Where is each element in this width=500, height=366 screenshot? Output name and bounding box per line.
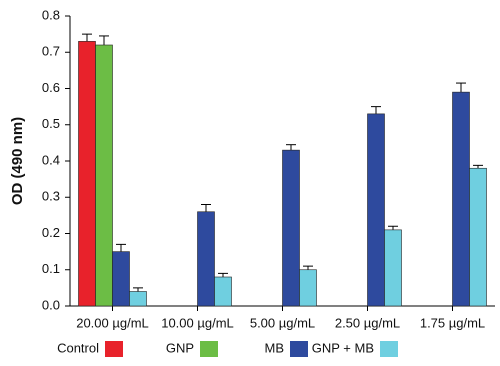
x-tick-label: 5.00 µg/mL [250, 315, 315, 330]
legend-label: MB [265, 340, 285, 355]
legend-label: GNP [166, 340, 194, 355]
bar [452, 91, 470, 307]
legend-label: GNP + MB [312, 340, 374, 355]
bar [197, 211, 215, 307]
y-tick-label: 0.0 [42, 297, 60, 312]
bar [78, 41, 96, 307]
bar [129, 291, 147, 307]
y-tick-label: 0.3 [42, 189, 60, 204]
y-tick-label: 0.4 [42, 152, 60, 167]
bar [112, 251, 130, 307]
bar [469, 167, 487, 307]
legend-swatch [380, 341, 398, 357]
x-tick-label: 2.50 µg/mL [335, 315, 400, 330]
y-tick-label: 0.5 [42, 116, 60, 131]
y-tick-label: 0.1 [42, 261, 60, 276]
bar [282, 149, 300, 307]
bar [384, 229, 402, 307]
x-tick-label: 10.00 µg/mL [161, 315, 234, 330]
legend-label: Control [57, 340, 99, 355]
y-tick-label: 0.6 [42, 80, 60, 95]
y-tick-label: 0.7 [42, 44, 60, 59]
legend-swatch [200, 341, 218, 357]
legend-swatch [105, 341, 123, 357]
x-tick-label: 20.00 µg/mL [76, 315, 149, 330]
y-axis-label: OD (490 nm) [9, 117, 26, 205]
bar [95, 44, 113, 307]
legend-swatch [290, 341, 308, 357]
x-tick-label: 1.75 µg/mL [420, 315, 485, 330]
y-tick-label: 0.8 [42, 7, 60, 22]
bar [367, 113, 385, 307]
bar [299, 269, 317, 307]
bar [214, 276, 232, 307]
y-tick-label: 0.2 [42, 225, 60, 240]
